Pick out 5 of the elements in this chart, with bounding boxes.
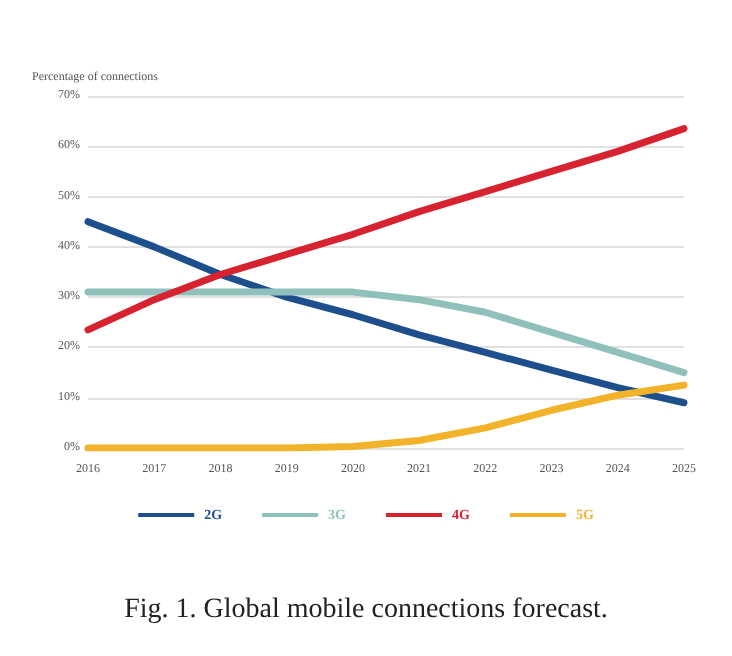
line-series (84, 125, 688, 334)
line-series (84, 381, 688, 452)
caption: Fig. 1. Global mobile connections forecast. (124, 595, 608, 625)
line-series (84, 288, 688, 377)
line-series (84, 218, 688, 407)
